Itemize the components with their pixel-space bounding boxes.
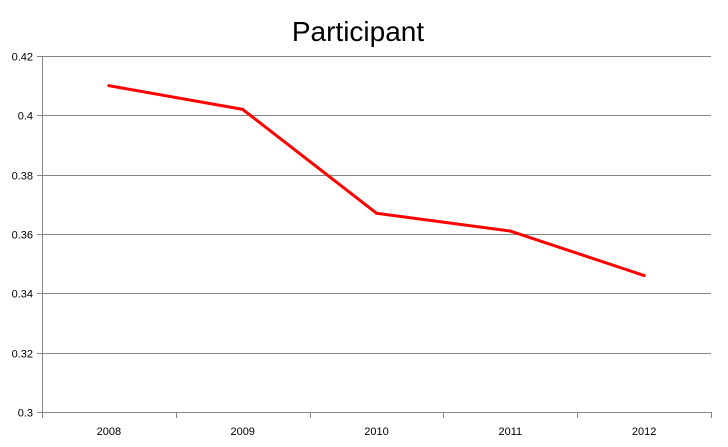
y-tick-label: 0.38 xyxy=(12,171,33,183)
x-tick-label: 2009 xyxy=(230,426,254,438)
data-point xyxy=(107,84,111,88)
x-tick-label: 2008 xyxy=(97,426,121,438)
x-tick-label: 2010 xyxy=(364,426,388,438)
gridlines xyxy=(42,56,711,354)
x-tick-labels: 2008 2009 2010 2011 2012 xyxy=(97,426,657,438)
y-tick-label: 0.36 xyxy=(12,230,33,242)
x-tick-label: 2012 xyxy=(632,426,656,438)
data-point xyxy=(375,211,378,215)
y-tick-label: 0.34 xyxy=(12,289,33,301)
data-point xyxy=(241,107,245,111)
chart-title: Participant xyxy=(292,16,425,47)
y-tick-label: 0.32 xyxy=(12,349,33,361)
y-tick-label: 0.3 xyxy=(18,408,33,420)
x-tick-label: 2011 xyxy=(498,426,522,438)
data-point xyxy=(642,274,646,278)
axes xyxy=(37,56,712,418)
y-tick-labels: 0.3 0.32 0.34 0.36 0.38 0.4 0.42 xyxy=(12,52,33,420)
y-tick-label: 0.42 xyxy=(12,52,33,64)
series-layer xyxy=(107,84,646,278)
data-point xyxy=(508,229,512,233)
y-tick-label: 0.4 xyxy=(18,111,33,123)
